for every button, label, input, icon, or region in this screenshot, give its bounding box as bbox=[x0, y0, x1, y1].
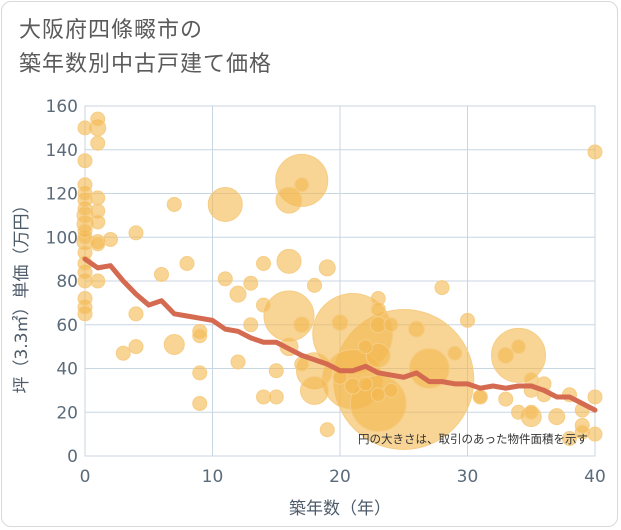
bubble-point bbox=[77, 177, 93, 193]
bubble-point bbox=[300, 375, 329, 405]
bubble-point bbox=[293, 316, 311, 334]
bubble-point bbox=[511, 339, 526, 355]
y-tick-label: 40 bbox=[56, 360, 78, 380]
bubble-point bbox=[511, 404, 526, 420]
bubble-point bbox=[276, 248, 302, 274]
bubble-point bbox=[179, 256, 195, 271]
bubble-point bbox=[491, 327, 546, 383]
bubble-point bbox=[434, 280, 450, 296]
bubble-point bbox=[370, 301, 386, 317]
y-tick-label: 0 bbox=[67, 447, 78, 467]
bubble-point bbox=[319, 422, 335, 438]
bubble-series bbox=[76, 111, 603, 450]
chart-title-line1: 大阪府四條畷市の bbox=[19, 18, 204, 43]
bubble-point bbox=[166, 196, 182, 212]
bubble-point bbox=[77, 223, 93, 239]
bubble-point bbox=[408, 348, 450, 389]
bubble-point bbox=[587, 426, 603, 442]
y-tick-label: 20 bbox=[56, 403, 78, 423]
chart-title: 大阪府四條畷市の 築年数別中古戸建て価格 bbox=[19, 14, 272, 82]
bubble-point bbox=[383, 317, 399, 333]
bubble-point bbox=[498, 391, 514, 407]
bubble-point bbox=[307, 277, 322, 293]
bubble-point bbox=[163, 333, 185, 355]
bubble-point bbox=[523, 404, 539, 420]
bubble-point bbox=[331, 314, 349, 332]
bubble-point bbox=[90, 111, 106, 127]
bubble-point bbox=[243, 317, 259, 333]
bubble-point bbox=[408, 320, 425, 338]
bubble-point bbox=[548, 408, 566, 426]
bubble-point bbox=[447, 345, 463, 361]
y-tick-label: 80 bbox=[56, 272, 78, 292]
bubble-point bbox=[460, 312, 475, 328]
y-tick-label: 120 bbox=[46, 185, 78, 205]
bubble-point bbox=[90, 236, 106, 252]
bubble-point bbox=[268, 363, 284, 379]
bubble-point bbox=[256, 297, 271, 313]
bubble-point bbox=[128, 306, 144, 322]
y-tick-label: 100 bbox=[46, 228, 78, 248]
bubble-point bbox=[263, 290, 315, 342]
bubble-point bbox=[294, 177, 310, 193]
trend-line bbox=[82, 256, 598, 413]
x-tick-label: 30 bbox=[457, 467, 479, 487]
bubble-point bbox=[587, 144, 603, 160]
bubble-point bbox=[192, 328, 208, 344]
bubble-point bbox=[90, 214, 106, 230]
bubble-point bbox=[217, 271, 233, 287]
bubble-point bbox=[77, 153, 93, 169]
bubble-point bbox=[77, 291, 93, 306]
bubble-point bbox=[358, 376, 373, 392]
axis-ticks: 0 10 20 30 40 0 20 40 60 80 100 120 140 160 bbox=[46, 97, 606, 487]
bubble-point bbox=[497, 346, 515, 364]
y-tick-label: 60 bbox=[56, 316, 78, 336]
chart-title-line2: 築年数別中古戸建て価格 bbox=[19, 52, 273, 77]
bubble-point bbox=[318, 259, 336, 277]
x-tick-label: 0 bbox=[80, 467, 91, 487]
bubble-point bbox=[229, 285, 247, 303]
bubble-point bbox=[103, 231, 118, 247]
bubble-point bbox=[472, 389, 488, 405]
bubble-point bbox=[256, 389, 271, 405]
x-tick-label: 40 bbox=[584, 467, 606, 487]
y-tick-label: 140 bbox=[46, 141, 78, 161]
bubble-point bbox=[275, 186, 303, 214]
bubble-point bbox=[358, 339, 373, 355]
y-axis-label: 坪（3.3㎡）単価（万円） bbox=[12, 196, 32, 393]
bubble-point bbox=[370, 387, 386, 403]
bubble-point bbox=[128, 225, 144, 241]
bubble-point bbox=[77, 120, 93, 136]
bubble-point bbox=[383, 382, 399, 398]
y-tick-label: 160 bbox=[46, 97, 78, 117]
bubble-point bbox=[128, 339, 144, 355]
bubble-point bbox=[90, 273, 106, 289]
bubble-point bbox=[268, 389, 284, 405]
bubble-point bbox=[115, 345, 131, 361]
x-tick-label: 10 bbox=[202, 467, 224, 487]
bubble-point bbox=[587, 389, 603, 405]
x-axis-label: 築年数（年） bbox=[289, 499, 391, 519]
bubble-point bbox=[192, 365, 208, 381]
bubble-point bbox=[154, 266, 169, 282]
bubble-point bbox=[192, 396, 208, 411]
bubble-point bbox=[243, 275, 259, 291]
bubble-point bbox=[90, 135, 106, 151]
bubble-point bbox=[207, 186, 243, 222]
trend-series bbox=[82, 256, 598, 413]
bubble-point bbox=[256, 256, 271, 271]
bubble-point bbox=[90, 190, 106, 206]
size-note: 円の大きさは、取引のあった物件面積を示す bbox=[358, 432, 588, 446]
bubble-point bbox=[230, 354, 246, 370]
x-tick-label: 20 bbox=[329, 467, 351, 487]
bubble-point bbox=[562, 431, 577, 446]
